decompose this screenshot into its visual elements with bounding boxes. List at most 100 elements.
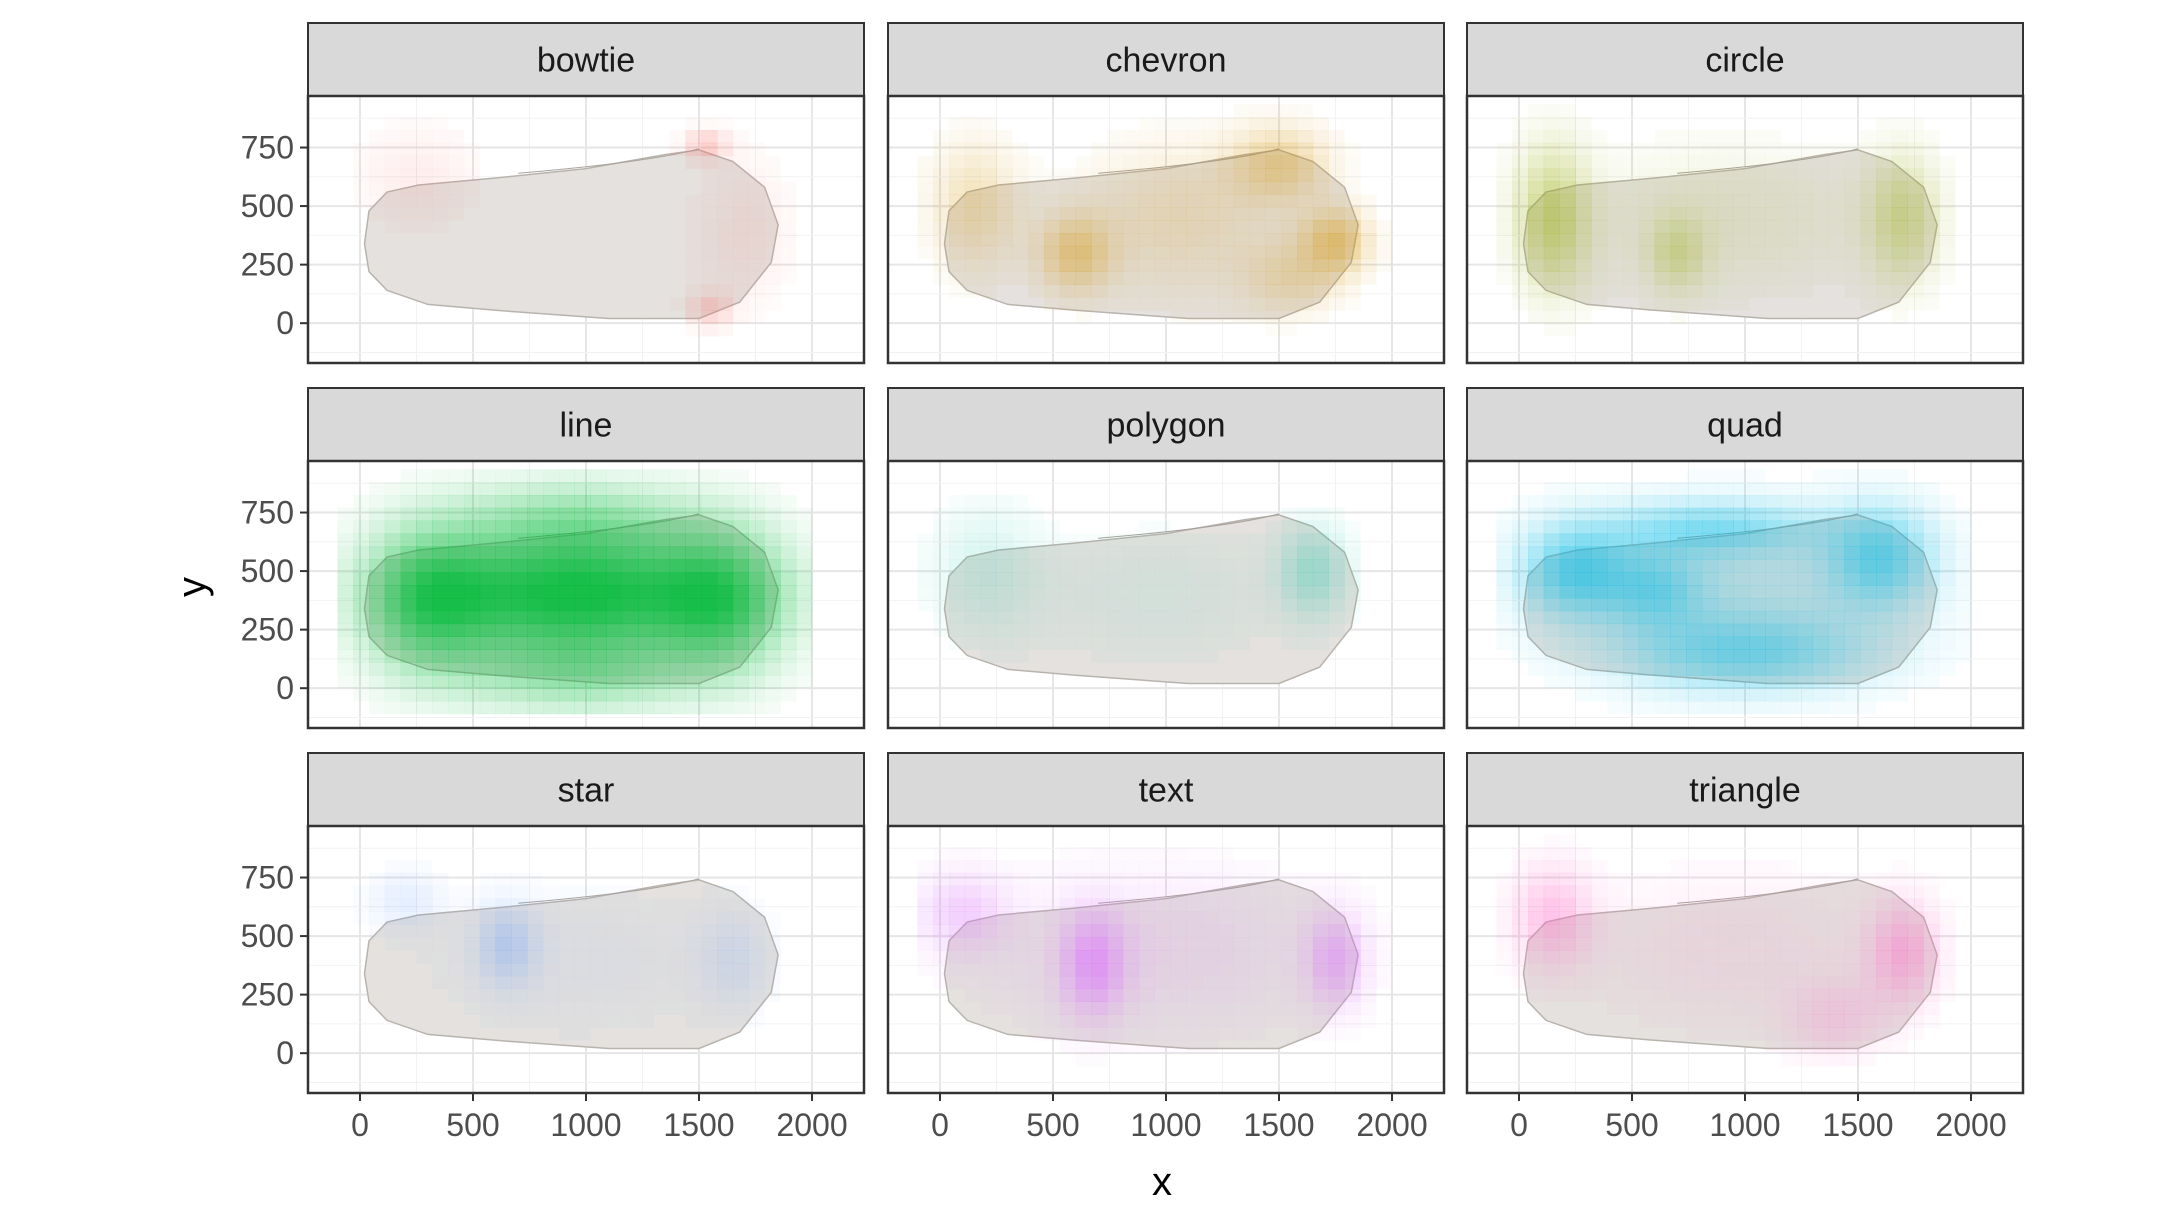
density-tile bbox=[1328, 559, 1345, 573]
density-tile bbox=[933, 847, 949, 860]
density-tile bbox=[1028, 872, 1045, 886]
density-tile bbox=[511, 950, 528, 964]
x-tick-label: 1000 bbox=[550, 1107, 621, 1143]
density-tile bbox=[416, 701, 433, 715]
density-tile bbox=[1559, 220, 1576, 234]
density-tile bbox=[981, 285, 997, 298]
density-tile bbox=[780, 675, 797, 689]
density-tile bbox=[1202, 1001, 1219, 1015]
density-tile bbox=[590, 585, 607, 599]
density-tile bbox=[1907, 546, 1924, 560]
density-tile bbox=[1107, 142, 1124, 156]
density-tile bbox=[1876, 598, 1893, 612]
density-tile bbox=[654, 1002, 670, 1015]
density-tile bbox=[1607, 675, 1624, 689]
density-tile bbox=[511, 1001, 528, 1015]
density-tile bbox=[1186, 207, 1203, 221]
density-tile bbox=[1075, 911, 1092, 925]
density-tile bbox=[748, 975, 765, 990]
density-tile bbox=[1528, 963, 1545, 977]
density-tile bbox=[432, 117, 448, 130]
density-tile bbox=[1812, 950, 1829, 964]
density-tile bbox=[1328, 585, 1345, 599]
density-tile bbox=[1591, 898, 1608, 912]
density-tile bbox=[1233, 860, 1250, 874]
density-tile bbox=[432, 688, 449, 702]
density-tile bbox=[1154, 598, 1171, 612]
density-tile bbox=[1544, 482, 1560, 495]
density-tile bbox=[511, 585, 528, 599]
density-tile bbox=[1702, 649, 1719, 663]
density-tile bbox=[1891, 662, 1908, 676]
density-tile bbox=[622, 688, 639, 702]
density-tile bbox=[1623, 873, 1639, 886]
density-tile bbox=[1012, 572, 1029, 586]
density-tile bbox=[1623, 963, 1640, 977]
density-tile bbox=[1765, 860, 1781, 873]
density-tile bbox=[1623, 598, 1640, 612]
density-tile bbox=[1686, 507, 1703, 521]
density-tile bbox=[1107, 898, 1124, 912]
density-tile bbox=[701, 233, 718, 247]
density-tile bbox=[1702, 585, 1719, 599]
density-tile bbox=[464, 155, 481, 169]
density-tile bbox=[701, 898, 718, 912]
density-tile bbox=[1559, 181, 1576, 195]
density-tile bbox=[1028, 233, 1045, 247]
density-tile bbox=[1812, 598, 1829, 612]
density-tile bbox=[933, 624, 949, 637]
density-tile bbox=[558, 701, 575, 715]
density-tile bbox=[917, 245, 934, 260]
density-tile bbox=[1939, 272, 1955, 285]
density-tile bbox=[748, 963, 765, 977]
density-tile bbox=[638, 701, 655, 715]
density-tile bbox=[653, 546, 670, 560]
density-tile bbox=[1297, 872, 1314, 886]
density-tile bbox=[448, 520, 465, 534]
density-tile bbox=[558, 533, 575, 547]
density-tile bbox=[1249, 142, 1266, 156]
density-tile bbox=[1186, 181, 1203, 195]
density-tile bbox=[1170, 885, 1187, 899]
density-tile bbox=[1686, 482, 1703, 496]
density-tile bbox=[764, 194, 781, 208]
density-tile bbox=[1876, 245, 1893, 260]
density-tile bbox=[701, 507, 718, 521]
density-tile bbox=[701, 924, 718, 938]
density-tile bbox=[495, 623, 512, 637]
density-tile bbox=[1249, 610, 1266, 625]
density-tile bbox=[780, 572, 797, 586]
density-tile bbox=[1607, 636, 1624, 650]
density-tile bbox=[701, 271, 718, 285]
density-tile bbox=[1528, 860, 1545, 874]
density-tile bbox=[717, 323, 734, 337]
density-tile bbox=[464, 546, 481, 560]
density-tile bbox=[685, 495, 702, 509]
density-tile bbox=[949, 898, 966, 912]
density-tile bbox=[780, 559, 797, 573]
density-tile bbox=[511, 507, 528, 521]
density-tile bbox=[1844, 1001, 1861, 1015]
density-tile bbox=[527, 950, 544, 964]
density-tile bbox=[1844, 507, 1861, 521]
density-tile bbox=[980, 963, 997, 977]
density-tile bbox=[1154, 155, 1171, 169]
density-tile bbox=[1170, 181, 1187, 195]
density-tile bbox=[717, 207, 734, 221]
density-tile bbox=[732, 924, 749, 938]
density-tile bbox=[1733, 194, 1750, 208]
density-tile bbox=[1233, 310, 1250, 324]
density-tile bbox=[1924, 130, 1940, 143]
density-tile bbox=[527, 495, 544, 509]
density-tile bbox=[1496, 194, 1513, 208]
density-tile bbox=[1844, 950, 1861, 964]
density-tile bbox=[1575, 572, 1592, 586]
density-tile bbox=[1543, 585, 1560, 599]
density-tile bbox=[1828, 233, 1845, 247]
density-tile bbox=[1297, 168, 1314, 182]
density-tile bbox=[917, 546, 934, 560]
density-tile bbox=[1312, 924, 1329, 938]
density-tile bbox=[1123, 911, 1140, 925]
density-tile bbox=[1828, 701, 1845, 715]
density-tile bbox=[685, 246, 701, 259]
